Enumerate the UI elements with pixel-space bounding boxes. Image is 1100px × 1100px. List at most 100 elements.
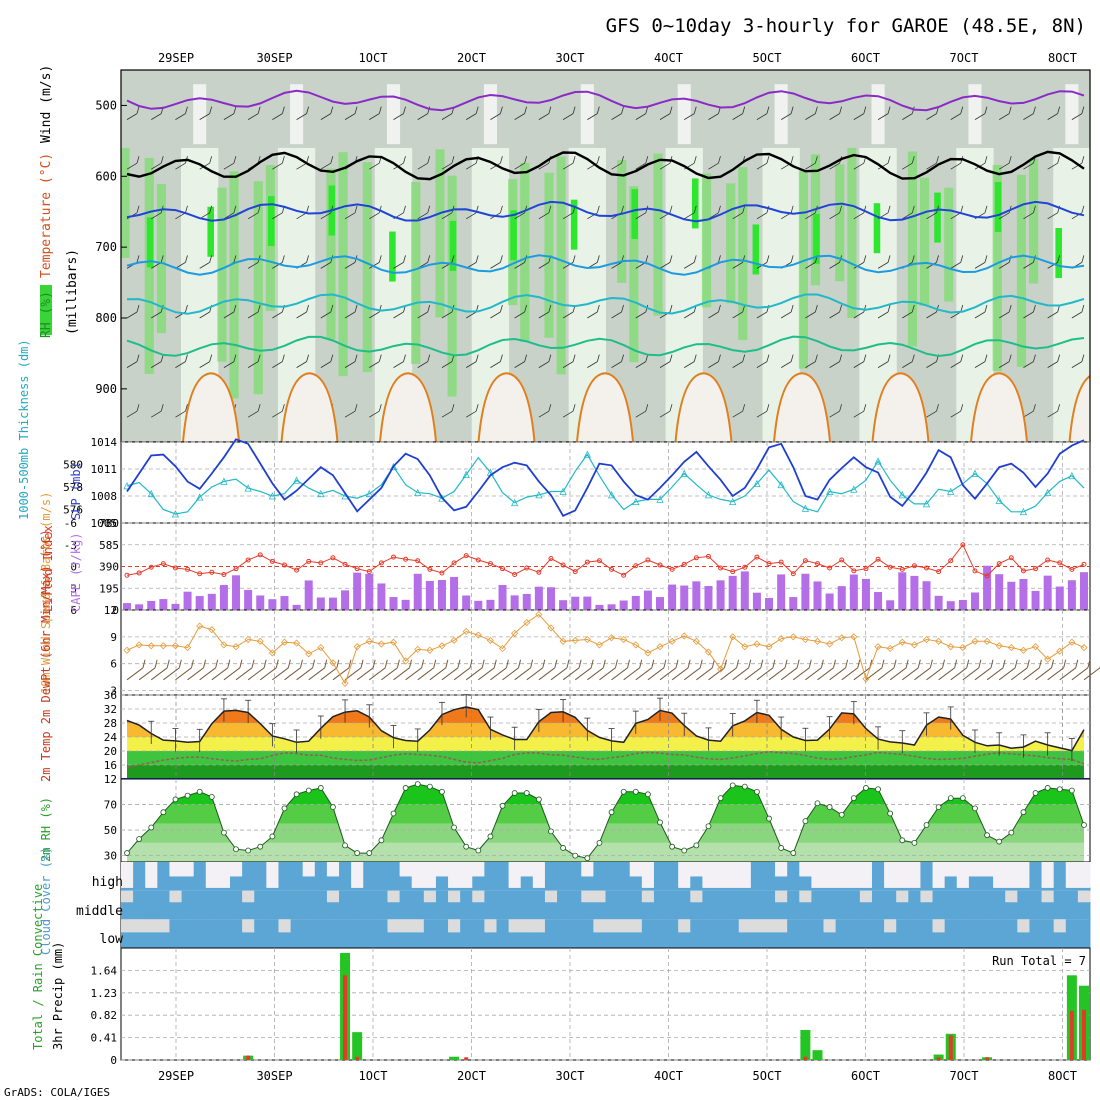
cloud-cover-cell	[484, 862, 497, 891]
cloud-cover-clear	[145, 919, 158, 933]
wind-barb	[514, 212, 525, 220]
wind10m-barb-flag	[518, 659, 522, 668]
cloud-cover-cell	[932, 887, 946, 891]
rh2m-point	[1020, 809, 1027, 816]
wind10m-point	[547, 624, 555, 632]
wind-barb-flag	[136, 255, 140, 263]
rh-dry-band	[677, 147, 691, 442]
wind-barb-flag	[693, 255, 697, 263]
wind10m-barb	[320, 667, 338, 681]
precip-total-bar	[812, 1050, 823, 1060]
rh2m-point	[233, 846, 239, 853]
li-point	[536, 569, 542, 575]
date-label-top: 4OCT	[654, 51, 683, 65]
cloud-cover-cell	[629, 890, 643, 920]
rh2m-point	[269, 833, 276, 840]
wind-barb	[514, 311, 525, 319]
wind-barb	[320, 212, 332, 220]
cloud-cover-cell	[896, 887, 909, 891]
wind-barb	[247, 311, 259, 319]
wind10m-barb	[792, 667, 810, 681]
wind-barb	[320, 311, 332, 319]
wind-barb	[393, 311, 404, 319]
li-point	[790, 571, 796, 577]
cloud-cover-cell	[1065, 919, 1079, 948]
cape-tick-label: 585	[99, 539, 119, 552]
rh2m-point	[1008, 829, 1015, 836]
wind-barb	[998, 361, 1010, 368]
cloud-cover-cell	[205, 887, 219, 891]
cloud-cover-cell	[738, 890, 752, 920]
li-point	[984, 573, 990, 579]
surface-isotherm-loop	[182, 372, 240, 442]
wind-barb-flag	[185, 205, 188, 213]
wind-barb-flag	[572, 255, 576, 263]
wind-barb	[1071, 361, 1083, 368]
wind10m-barb	[974, 667, 992, 681]
li-point	[318, 560, 324, 566]
wind-barb	[732, 113, 743, 120]
cloud-cover-cell	[508, 890, 522, 920]
surface-isotherm-loop	[477, 372, 536, 442]
cloud-cover-cell	[169, 902, 183, 920]
cloud-cover-cell	[557, 919, 570, 948]
precip-convective-bar	[464, 1057, 469, 1060]
wind10m-point	[244, 635, 252, 644]
wind-barb	[805, 361, 816, 368]
wind-barb-flag	[766, 404, 770, 412]
li-point	[342, 561, 348, 567]
wind10m-point	[644, 649, 652, 657]
cloud-cover-clear	[1077, 862, 1091, 888]
li-point	[257, 552, 263, 558]
cloud-cover-cell	[1041, 919, 1055, 948]
wind-barb	[247, 262, 259, 269]
wind10m-barb-flag	[166, 659, 170, 668]
cape-bar	[740, 571, 749, 610]
rh2m-point	[572, 852, 579, 859]
li-point	[500, 566, 506, 572]
rh2m-point	[221, 829, 227, 836]
wind-barb	[877, 113, 889, 120]
wind-barb-flag	[911, 156, 915, 164]
wind10m-barb	[223, 667, 241, 681]
wind-barb-flag	[136, 354, 140, 362]
rh2m-point	[208, 793, 215, 800]
date-label-bottom: 5OCT	[753, 1069, 782, 1083]
wind-barb	[926, 361, 937, 368]
cloud-cover-cell	[641, 887, 655, 891]
cloud-cover-cell	[835, 887, 849, 891]
cloud-cover-cell	[242, 862, 255, 891]
cape-bar	[377, 583, 386, 610]
upper-air-isotherms	[126, 89, 1090, 442]
li-point	[524, 565, 530, 571]
rh2m-point	[160, 809, 167, 816]
li-point	[294, 567, 300, 573]
rh2m-point	[1056, 786, 1063, 793]
thickness-point	[510, 498, 519, 507]
wind-barb	[272, 311, 283, 319]
cape-bar	[1007, 581, 1016, 610]
cape-bar	[958, 599, 967, 610]
thickness-line	[126, 453, 1085, 515]
wind-barb-flag	[548, 404, 552, 412]
cloud-cover-cell	[496, 890, 510, 920]
wind-barb	[344, 311, 356, 319]
rh2m-point	[463, 843, 470, 850]
cloud-cover-clear	[738, 862, 752, 888]
rh2m-tick-label: 50	[104, 824, 117, 837]
wind-barb	[998, 113, 1010, 120]
thickness-point	[389, 462, 398, 471]
rh-moist-band	[629, 186, 639, 363]
wind-barb	[805, 311, 816, 319]
rh-moist-band	[907, 151, 918, 347]
li-point	[972, 568, 978, 574]
surface-isotherm-loop	[970, 372, 1028, 442]
cloud-cover-cell	[375, 919, 388, 948]
cape-bar	[328, 597, 337, 610]
cloud-cover-clear	[690, 890, 703, 903]
wind10m-point	[995, 642, 1003, 650]
wind10m-tick-label: 6	[110, 658, 117, 671]
wind-barb-flag	[1081, 205, 1085, 213]
surface-isotherm-loop	[576, 372, 634, 442]
wind-barb-flag	[960, 354, 964, 362]
